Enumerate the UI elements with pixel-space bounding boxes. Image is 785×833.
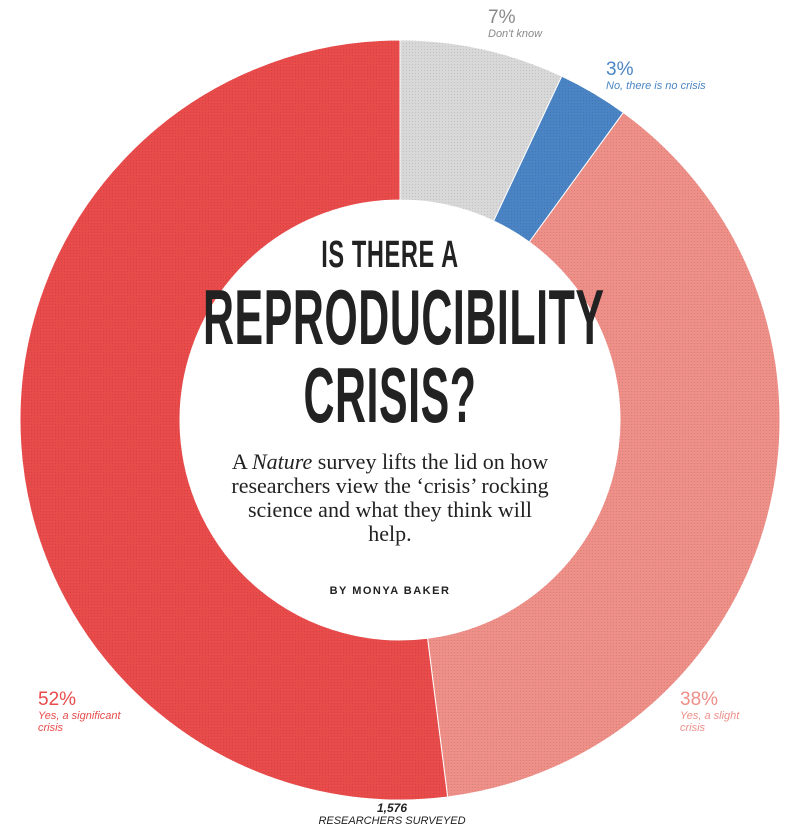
byline: BY MONYA BAKER (240, 585, 540, 597)
label-significant: 52% Yes, a significant crisis (38, 690, 148, 734)
deck-text: A Nature survey lifts the lid on how res… (225, 450, 555, 546)
headline-line2: REPRODUCIBILITY (203, 278, 577, 356)
deck-pre: A (232, 449, 252, 474)
headline-line1: IS THERE A (266, 232, 514, 278)
pct-dont-know: 7% (488, 8, 542, 28)
label-dont-know: 7% Don't know (488, 8, 542, 40)
deck-italic: Nature (252, 449, 312, 474)
text-slight: Yes, a slight crisis (680, 710, 739, 734)
respondent-number: 1,576 (292, 802, 492, 815)
headline: IS THERE A REPRODUCIBILITY CRISIS? (190, 232, 590, 434)
pct-no-crisis: 3% (606, 60, 706, 80)
pct-significant: 52% (38, 690, 148, 710)
label-no-crisis: 3% No, there is no crisis (606, 60, 706, 92)
respondent-caption: RESEARCHERS SURVEYED (292, 815, 492, 828)
headline-line3: CRISIS? (280, 356, 500, 434)
text-significant: Yes, a significant crisis (38, 710, 121, 734)
label-slight: 38% Yes, a slight crisis (680, 690, 760, 734)
text-dont-know: Don't know (488, 28, 542, 40)
text-no-crisis: No, there is no crisis (606, 80, 706, 92)
respondent-count: 1,576 RESEARCHERS SURVEYED (292, 802, 492, 828)
pct-slight: 38% (680, 690, 760, 710)
